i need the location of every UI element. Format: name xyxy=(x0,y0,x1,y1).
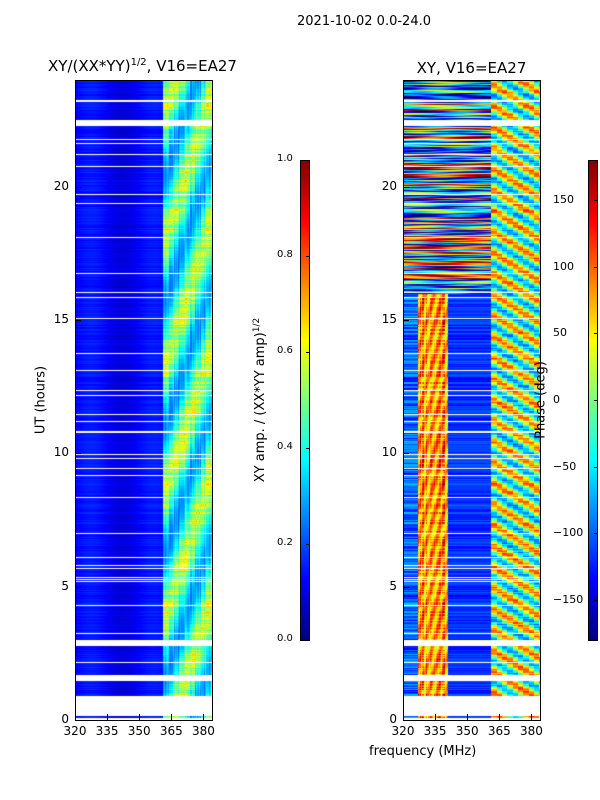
figure-title: 2021-10-02 0.0-24.0 xyxy=(297,14,431,29)
colorbar-tick-label: −150 xyxy=(553,593,584,606)
y-tick-mark xyxy=(403,720,409,721)
x-tick-label: 350 xyxy=(127,724,151,738)
right-colorbar-label: Phase (deg) xyxy=(533,361,549,439)
colorbar-tick-mark xyxy=(306,160,310,161)
y-tick-label: 5 xyxy=(61,578,69,593)
colorbar-tick-label: 100 xyxy=(553,259,574,273)
left-colorbar-label-sup: 1/2 xyxy=(251,317,262,333)
right-xlabel: frequency (MHz) xyxy=(369,744,477,759)
x-tick-mark xyxy=(171,714,173,720)
colorbar-tick-mark xyxy=(594,200,598,201)
colorbar-tick-mark xyxy=(594,533,598,535)
y-tick-mark xyxy=(75,720,81,721)
colorbar-tick-label: 0.8 xyxy=(277,249,293,260)
colorbar-tick-label: 0.4 xyxy=(277,441,293,452)
colorbar-tick-label: 0.2 xyxy=(277,537,293,548)
x-tick-mark xyxy=(203,714,205,720)
left-plot-title: XY/(XX*YY)1/2, V16=EA27 xyxy=(48,57,237,75)
left-title-sup: 1/2 xyxy=(130,57,147,68)
x-tick-label: 320 xyxy=(63,724,87,738)
y-tick-label: 10 xyxy=(53,445,69,460)
x-tick-mark xyxy=(467,714,469,720)
x-tick-label: 365 xyxy=(487,724,511,738)
x-tick-label: 335 xyxy=(95,724,119,738)
left-colorbar xyxy=(300,160,310,640)
y-tick-mark xyxy=(403,320,409,321)
colorbar-tick-mark xyxy=(594,466,598,468)
left-colorbar-label-main: XY amp. / (XX*YY amp) xyxy=(253,332,269,483)
x-tick-label: 335 xyxy=(423,724,447,738)
left-title-main: XY/(XX*YY) xyxy=(48,57,131,75)
x-tick-label: 380 xyxy=(519,724,543,738)
colorbar-tick-label: 0 xyxy=(553,393,560,406)
y-tick-mark xyxy=(75,186,81,188)
y-tick-label: 20 xyxy=(381,178,397,193)
x-tick-mark xyxy=(75,714,76,720)
colorbar-tick-mark xyxy=(306,640,310,641)
y-tick-mark xyxy=(403,453,409,455)
colorbar-tick-mark xyxy=(306,448,310,449)
colorbar-tick-label: −100 xyxy=(553,526,584,540)
left-colorbar-label: XY amp. / (XX*YY amp)1/2 xyxy=(252,318,268,482)
colorbar-tick-label: 0.0 xyxy=(277,633,293,644)
colorbar-tick-label: −50 xyxy=(553,459,577,473)
x-tick-mark xyxy=(531,714,533,720)
x-tick-mark xyxy=(139,714,141,720)
colorbar-tick-mark xyxy=(594,600,598,601)
x-tick-mark xyxy=(107,714,109,720)
colorbar-tick-mark xyxy=(594,266,598,268)
y-tick-mark xyxy=(403,186,409,188)
y-tick-mark xyxy=(403,586,409,588)
right-colorbar xyxy=(588,160,598,640)
y-tick-label: 5 xyxy=(389,578,397,593)
colorbar-tick-label: 1.0 xyxy=(277,153,293,164)
left-title-suffix: , V16=EA27 xyxy=(146,57,237,75)
x-tick-label: 320 xyxy=(391,724,415,738)
x-tick-label: 380 xyxy=(191,724,215,738)
colorbar-tick-mark xyxy=(306,544,310,545)
colorbar-tick-mark xyxy=(594,400,598,401)
y-tick-label: 20 xyxy=(53,178,69,193)
y-tick-mark xyxy=(75,320,81,321)
colorbar-tick-mark xyxy=(306,352,310,353)
colorbar-tick-mark xyxy=(594,333,598,335)
colorbar-tick-label: 50 xyxy=(553,326,567,340)
y-tick-label: 15 xyxy=(381,312,397,326)
colorbar-tick-label: 150 xyxy=(553,193,574,206)
y-tick-label: 0 xyxy=(61,712,69,726)
x-tick-mark xyxy=(499,714,501,720)
y-tick-label: 10 xyxy=(381,445,397,460)
x-tick-label: 365 xyxy=(159,724,183,738)
y-tick-mark xyxy=(75,586,81,588)
left-ylabel: UT (hours) xyxy=(33,365,49,435)
x-tick-label: 350 xyxy=(455,724,479,738)
x-tick-mark xyxy=(403,714,404,720)
right-heatmap xyxy=(403,80,540,720)
x-tick-mark xyxy=(435,714,437,720)
right-plot-title: XY, V16=EA27 xyxy=(416,59,527,77)
left-heatmap xyxy=(75,80,212,720)
y-tick-mark xyxy=(75,453,81,455)
y-tick-label: 15 xyxy=(53,312,69,326)
colorbar-tick-mark xyxy=(306,256,310,257)
y-tick-label: 0 xyxy=(389,712,397,726)
colorbar-tick-label: 0.6 xyxy=(277,345,293,356)
